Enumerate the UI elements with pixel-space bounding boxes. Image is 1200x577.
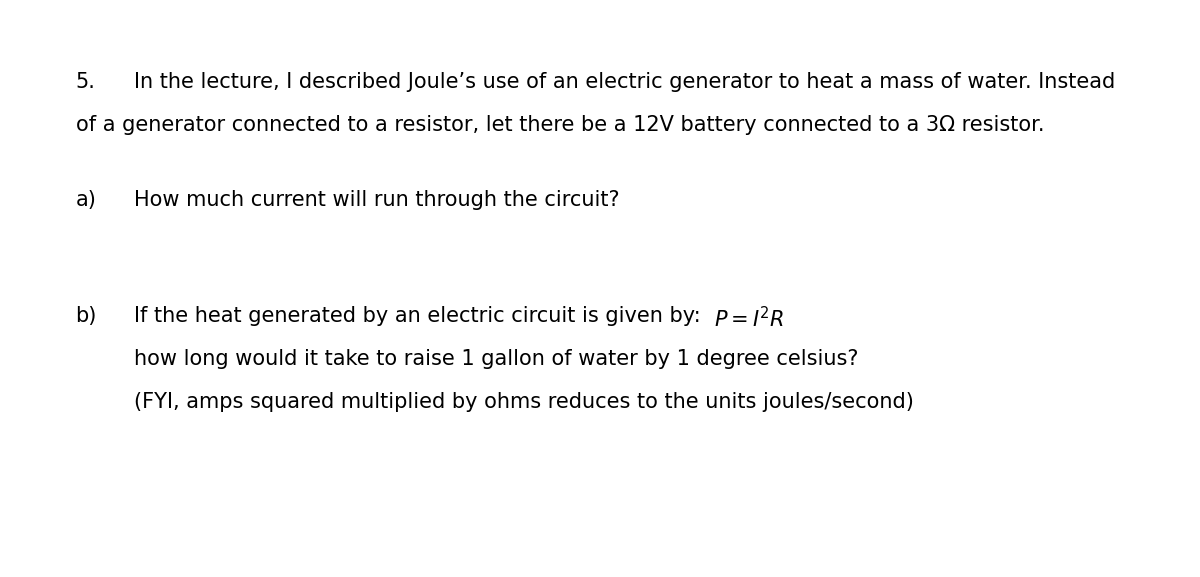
Text: a): a): [76, 190, 96, 211]
Text: b): b): [76, 306, 97, 326]
Text: $P = I^2R$: $P = I^2R$: [714, 306, 785, 331]
Text: If the heat generated by an electric circuit is given by:: If the heat generated by an electric cir…: [134, 306, 714, 326]
Text: 5.: 5.: [76, 72, 96, 92]
Text: How much current will run through the circuit?: How much current will run through the ci…: [134, 190, 620, 211]
Text: how long would it take to raise 1 gallon of water by 1 degree celsius?: how long would it take to raise 1 gallon…: [134, 349, 859, 369]
Text: In the lecture, I described Joule’s use of an electric generator to heat a mass : In the lecture, I described Joule’s use …: [134, 72, 1116, 92]
Text: of a generator connected to a resistor, let there be a 12V battery connected to : of a generator connected to a resistor, …: [76, 115, 1044, 136]
Text: (FYI, amps squared multiplied by ohms reduces to the units joules/second): (FYI, amps squared multiplied by ohms re…: [134, 392, 914, 413]
